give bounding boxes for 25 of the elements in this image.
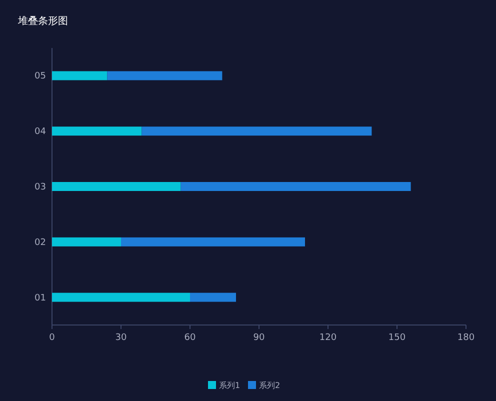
bar [121, 237, 305, 246]
bar [190, 292, 236, 302]
legend-label: 系列1 [219, 381, 240, 390]
x-tick-label: 30 [115, 333, 127, 343]
x-tick-label: 90 [253, 333, 265, 343]
x-tick-label: 60 [184, 333, 196, 343]
y-tick-label: 03 [34, 182, 46, 192]
y-tick-label: 04 [34, 127, 46, 138]
bar [52, 71, 108, 80]
x-tick-label: 0 [49, 333, 56, 343]
bar [52, 237, 121, 246]
y-tick-label: 02 [34, 238, 46, 248]
chart-title: 堆叠条形图 [17, 15, 68, 27]
bar [52, 126, 142, 136]
x-tick-label: 150 [388, 333, 406, 343]
bar [52, 182, 181, 191]
y-tick-label: 05 [34, 72, 46, 82]
bar [180, 182, 411, 191]
x-tick-label: 120 [319, 333, 337, 343]
legend-label: 系列2 [259, 381, 280, 390]
bar [107, 71, 222, 80]
x-tick-label: 180 [457, 333, 475, 343]
bar [142, 126, 372, 136]
bar [52, 292, 190, 302]
y-tick-label: 01 [34, 293, 46, 304]
